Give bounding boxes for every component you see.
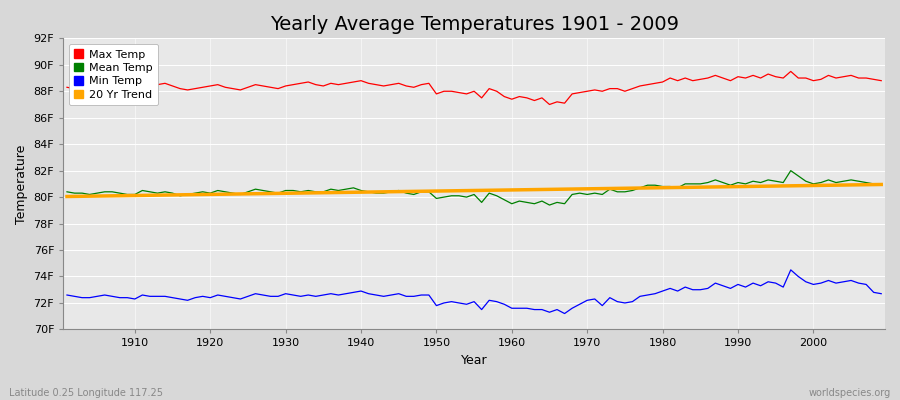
Text: worldspecies.org: worldspecies.org xyxy=(809,388,891,398)
Text: Latitude 0.25 Longitude 117.25: Latitude 0.25 Longitude 117.25 xyxy=(9,388,163,398)
Title: Yearly Average Temperatures 1901 - 2009: Yearly Average Temperatures 1901 - 2009 xyxy=(270,15,679,34)
Legend: Max Temp, Mean Temp, Min Temp, 20 Yr Trend: Max Temp, Mean Temp, Min Temp, 20 Yr Tre… xyxy=(68,44,158,106)
X-axis label: Year: Year xyxy=(461,354,488,367)
Y-axis label: Temperature: Temperature xyxy=(15,144,28,224)
